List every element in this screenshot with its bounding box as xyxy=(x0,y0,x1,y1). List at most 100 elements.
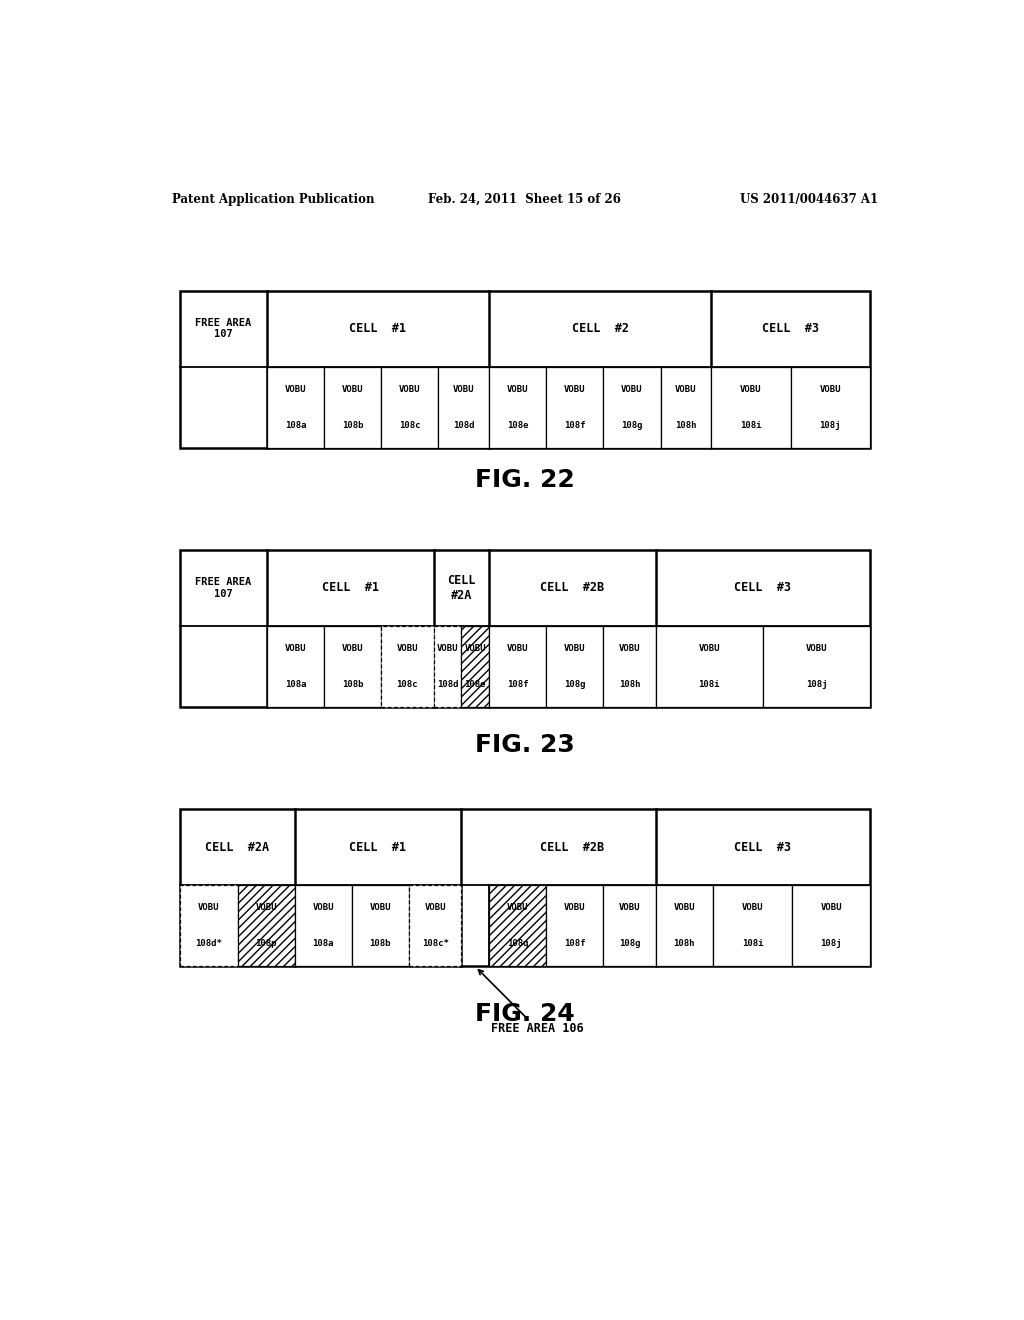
FancyBboxPatch shape xyxy=(655,626,763,708)
Text: VOBU: VOBU xyxy=(255,903,276,912)
Text: VOBU: VOBU xyxy=(399,385,421,395)
Text: VOBU: VOBU xyxy=(820,903,842,912)
FancyBboxPatch shape xyxy=(655,886,713,966)
Text: VOBU: VOBU xyxy=(285,644,306,653)
FancyBboxPatch shape xyxy=(381,626,433,708)
Text: VOBU: VOBU xyxy=(806,644,827,653)
Text: 108f: 108f xyxy=(564,421,586,430)
Text: CELL  #2B: CELL #2B xyxy=(541,841,604,854)
Text: VOBU: VOBU xyxy=(465,644,486,653)
Text: VOBU: VOBU xyxy=(436,644,458,653)
Text: CELL  #1: CELL #1 xyxy=(349,841,407,854)
Text: VOBU: VOBU xyxy=(740,385,762,395)
Text: CELL  #2B: CELL #2B xyxy=(541,581,604,594)
FancyBboxPatch shape xyxy=(438,367,489,447)
FancyBboxPatch shape xyxy=(324,367,381,447)
Text: VOBU: VOBU xyxy=(741,903,763,912)
FancyBboxPatch shape xyxy=(381,367,438,447)
FancyBboxPatch shape xyxy=(793,886,870,966)
Text: 108b: 108b xyxy=(342,421,364,430)
Text: FREE AREA
107: FREE AREA 107 xyxy=(196,577,251,599)
Text: VOBU: VOBU xyxy=(507,644,528,653)
Text: US 2011/0044637 A1: US 2011/0044637 A1 xyxy=(739,193,878,206)
Text: VOBU: VOBU xyxy=(507,385,528,395)
Text: CELL  #3: CELL #3 xyxy=(762,322,819,335)
Text: Patent Application Publication: Patent Application Publication xyxy=(172,193,374,206)
Text: 108d: 108d xyxy=(436,680,458,689)
FancyBboxPatch shape xyxy=(712,367,791,447)
Text: 108g: 108g xyxy=(564,680,586,689)
Text: 108e: 108e xyxy=(507,421,528,430)
Text: VOBU: VOBU xyxy=(198,903,219,912)
Text: VOBU: VOBU xyxy=(342,644,364,653)
FancyBboxPatch shape xyxy=(179,290,870,447)
Text: FREE AREA
107: FREE AREA 107 xyxy=(196,318,251,339)
Text: VOBU: VOBU xyxy=(675,385,696,395)
Text: CELL  #3: CELL #3 xyxy=(734,841,792,854)
Text: VOBU: VOBU xyxy=(424,903,445,912)
FancyBboxPatch shape xyxy=(179,549,870,708)
FancyBboxPatch shape xyxy=(352,886,409,966)
Text: VOBU: VOBU xyxy=(285,385,306,395)
Text: VOBU: VOBU xyxy=(622,385,643,395)
Text: CELL  #2: CELL #2 xyxy=(571,322,629,335)
Text: 108a: 108a xyxy=(312,939,334,948)
FancyBboxPatch shape xyxy=(489,886,546,966)
Text: 108g: 108g xyxy=(618,939,640,948)
Text: 108f: 108f xyxy=(507,680,528,689)
FancyBboxPatch shape xyxy=(791,367,870,447)
Text: 108a: 108a xyxy=(285,680,306,689)
Text: FIG. 23: FIG. 23 xyxy=(475,733,574,756)
FancyBboxPatch shape xyxy=(546,367,603,447)
Text: CELL  #1: CELL #1 xyxy=(322,581,379,594)
FancyBboxPatch shape xyxy=(546,626,603,708)
Text: 108c: 108c xyxy=(396,680,418,689)
Text: 108h: 108h xyxy=(675,421,696,430)
Text: VOBU: VOBU xyxy=(674,903,695,912)
FancyBboxPatch shape xyxy=(603,626,655,708)
Text: 108f: 108f xyxy=(564,939,586,948)
Text: VOBU: VOBU xyxy=(342,385,364,395)
Text: 108i: 108i xyxy=(698,680,720,689)
Text: 108h: 108h xyxy=(618,680,640,689)
Text: 108g: 108g xyxy=(622,421,643,430)
FancyBboxPatch shape xyxy=(713,886,793,966)
Text: VOBU: VOBU xyxy=(370,903,391,912)
Text: FREE AREA 106: FREE AREA 106 xyxy=(478,970,584,1035)
Text: 108b: 108b xyxy=(342,680,364,689)
Text: 108d: 108d xyxy=(453,421,474,430)
Text: 108c: 108c xyxy=(399,421,421,430)
Text: 108q: 108q xyxy=(507,939,528,948)
Text: CELL
#2A: CELL #2A xyxy=(447,574,475,602)
Text: 108d*: 108d* xyxy=(196,939,222,948)
FancyBboxPatch shape xyxy=(179,809,870,966)
FancyBboxPatch shape xyxy=(179,886,238,966)
Text: 108j: 108j xyxy=(820,939,842,948)
Text: VOBU: VOBU xyxy=(618,903,640,912)
FancyBboxPatch shape xyxy=(546,886,603,966)
FancyBboxPatch shape xyxy=(267,626,324,708)
FancyBboxPatch shape xyxy=(461,626,489,708)
Text: 108e: 108e xyxy=(465,680,486,689)
FancyBboxPatch shape xyxy=(763,626,870,708)
Text: VOBU: VOBU xyxy=(618,644,640,653)
Text: VOBU: VOBU xyxy=(564,644,586,653)
Text: VOBU: VOBU xyxy=(564,385,586,395)
FancyBboxPatch shape xyxy=(660,367,712,447)
FancyBboxPatch shape xyxy=(603,886,655,966)
FancyBboxPatch shape xyxy=(489,626,546,708)
Text: 108c*: 108c* xyxy=(422,939,449,948)
Text: 108i: 108i xyxy=(741,939,763,948)
FancyBboxPatch shape xyxy=(433,626,461,708)
Text: FIG. 24: FIG. 24 xyxy=(475,1002,574,1026)
Text: 108j: 108j xyxy=(819,421,841,430)
Text: 108a: 108a xyxy=(285,421,306,430)
Text: VOBU: VOBU xyxy=(453,385,474,395)
Text: CELL  #1: CELL #1 xyxy=(349,322,407,335)
FancyBboxPatch shape xyxy=(324,626,381,708)
Text: VOBU: VOBU xyxy=(819,385,841,395)
Text: VOBU: VOBU xyxy=(698,644,720,653)
Text: 108j: 108j xyxy=(806,680,827,689)
FancyBboxPatch shape xyxy=(267,367,324,447)
Text: 108h: 108h xyxy=(674,939,695,948)
